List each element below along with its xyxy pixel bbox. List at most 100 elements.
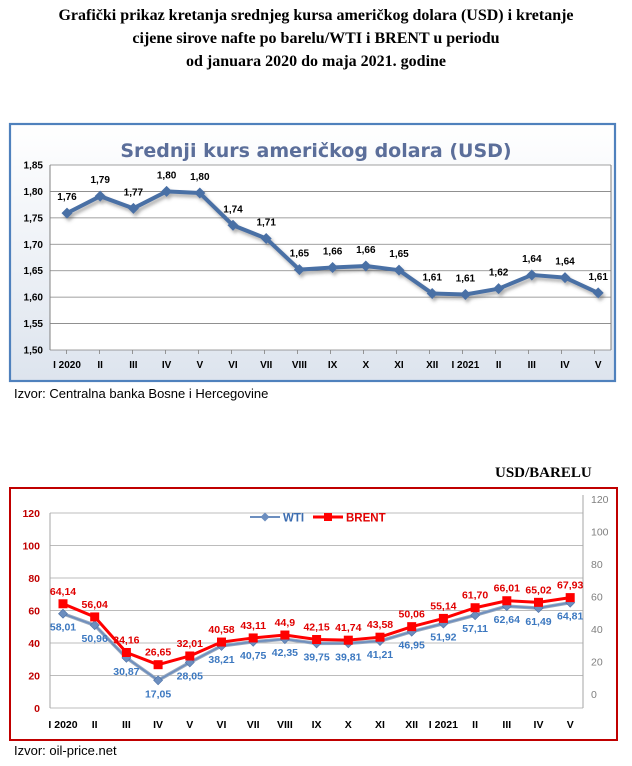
chart1-x-tick: VIII <box>292 360 307 371</box>
title-line-3: od januara 2020 do maja 2021. godine <box>185 53 447 70</box>
chart1-marker <box>194 187 206 199</box>
chart1-x-tick: III <box>129 360 138 371</box>
chart1-data-label: 1,64 <box>555 257 575 268</box>
legend-wti-marker <box>260 512 270 522</box>
chart1-marker <box>559 272 571 284</box>
chart1-y-tick: 1,55 <box>24 319 44 330</box>
chart1-y-tick: 1,65 <box>24 266 44 277</box>
chart1-data-label: 1,61 <box>422 272 442 283</box>
wti-data-label: 38,21 <box>208 654 234 666</box>
chart2-y-tick-right: 20 <box>591 657 603 669</box>
brent-data-label: 43,11 <box>240 620 266 632</box>
chart1-marker <box>426 287 438 299</box>
chart2-x-tick: IV <box>153 719 163 731</box>
chart2-x-tick: V <box>186 719 193 731</box>
chart2-x-tick: IV <box>534 719 544 731</box>
chart2-x-tick: VI <box>217 719 227 731</box>
chart1-data-label: 1,65 <box>290 249 310 260</box>
chart1-data-label: 1,61 <box>588 272 608 283</box>
chart1-y-tick: 1,60 <box>24 293 44 304</box>
brent-data-label: 61,70 <box>462 590 488 602</box>
brent-marker <box>280 630 290 640</box>
chart1-y-tick: 1,80 <box>24 187 44 198</box>
wti-data-label: 39,75 <box>303 651 329 663</box>
chart1-x-tick: III <box>528 360 537 371</box>
brent-data-label: 55,14 <box>430 600 456 612</box>
chart1-marker <box>227 219 239 231</box>
chart1-title: Srednji kurs američkog dolara (USD) <box>120 140 511 162</box>
chart1-marker <box>293 264 305 276</box>
chart2-y-tick-left: 120 <box>22 508 40 520</box>
brent-marker <box>470 603 480 613</box>
wti-data-label: 40,75 <box>240 650 266 662</box>
chart2-x-tick: VIII <box>277 719 293 731</box>
chart2-x-tick: I 2020 <box>48 719 77 731</box>
chart1-data-label: 1,71 <box>256 217 276 228</box>
chart1-data-label: 1,80 <box>190 172 210 183</box>
chart2-y-tick-left: 40 <box>28 638 40 650</box>
chart1-x-tick: VII <box>260 360 272 371</box>
chart2-y-tick-right: 120 <box>591 494 609 506</box>
chart2-y-tick-left: 60 <box>28 606 40 618</box>
brent-data-label: 56,04 <box>82 599 108 611</box>
title-line-2: cijene sirove nafte po barelu/WTI i BREN… <box>132 30 500 47</box>
brent-data-label: 43,58 <box>367 619 393 631</box>
chart1-marker <box>493 283 505 295</box>
wti-data-label: 39,81 <box>335 651 361 663</box>
chart2-y-tick-left: 100 <box>22 541 40 553</box>
brent-marker <box>534 597 543 607</box>
chart1-data-label: 1,77 <box>124 187 144 198</box>
chart2-y-tick-right: 40 <box>591 624 603 636</box>
chart2-x-tick: XI <box>375 719 385 731</box>
chart1-y-tick: 1,75 <box>24 213 44 224</box>
chart2-x-tick: X <box>345 719 352 731</box>
brent-marker <box>153 660 163 670</box>
chart2-y-tick-left: 0 <box>34 703 40 715</box>
chart1-marker <box>61 207 73 219</box>
chart1-data-label: 1,65 <box>389 249 409 260</box>
wti-data-label: 62,64 <box>494 614 520 626</box>
wti-data-label: 61,49 <box>525 616 551 628</box>
source-note-cbbh: Izvor: Centralna banka Bosne i Hercegovi… <box>14 386 269 401</box>
chart1-x-tick: IV <box>560 360 570 371</box>
chart1-y-tick: 1,70 <box>24 240 44 251</box>
chart1-x-tick: V <box>196 360 203 371</box>
chart1-marker <box>526 269 538 281</box>
chart1-marker <box>360 260 372 272</box>
chart1-series-group <box>61 185 604 300</box>
chart1-x-tick: XI <box>394 360 404 371</box>
wti-data-label: 57,11 <box>462 623 488 635</box>
brent-data-label: 65,02 <box>525 584 551 596</box>
chart1-marker <box>127 202 139 214</box>
chart2-x-tick: III <box>502 719 511 731</box>
brent-marker <box>121 647 131 657</box>
chart2-y-tick-right: 100 <box>591 527 609 539</box>
brent-data-label: 40,58 <box>208 624 234 636</box>
chart1-y-tick: 1,50 <box>24 346 44 357</box>
chart1-x-tick: X <box>362 360 369 371</box>
unit-label: USD/BARELU <box>495 465 592 481</box>
chart1-x-tick: XII <box>426 360 438 371</box>
chart1-data-label: 1,79 <box>90 175 110 186</box>
chart2-x-tick: VII <box>247 719 260 731</box>
chart2-y-tick-left: 20 <box>28 671 40 683</box>
brent-marker <box>312 635 322 645</box>
chart2-x-tick: V <box>567 719 574 731</box>
brent-marker <box>90 612 100 622</box>
chart1-marker <box>94 190 106 202</box>
brent-marker <box>248 633 258 643</box>
chart1-marker <box>161 185 173 197</box>
chart1-x-tick: IX <box>328 360 338 371</box>
wti-data-label: 30,87 <box>113 666 139 678</box>
chart1-plot-area <box>50 165 611 350</box>
chart2-x-tick: IX <box>312 719 322 731</box>
brent-data-label: 42,15 <box>303 622 329 634</box>
chart2-y-tick-right: 80 <box>591 559 603 571</box>
source-note-oil: Izvor: oil-price.net <box>14 743 117 758</box>
chart1-data-label: 1,76 <box>57 192 77 203</box>
chart1-x-tick: II <box>496 360 502 371</box>
brent-data-label: 32,01 <box>177 638 203 650</box>
page-title: Grafički prikaz kretanja srednjeg kursa … <box>0 4 632 73</box>
chart2-x-tick: XII <box>405 719 418 731</box>
